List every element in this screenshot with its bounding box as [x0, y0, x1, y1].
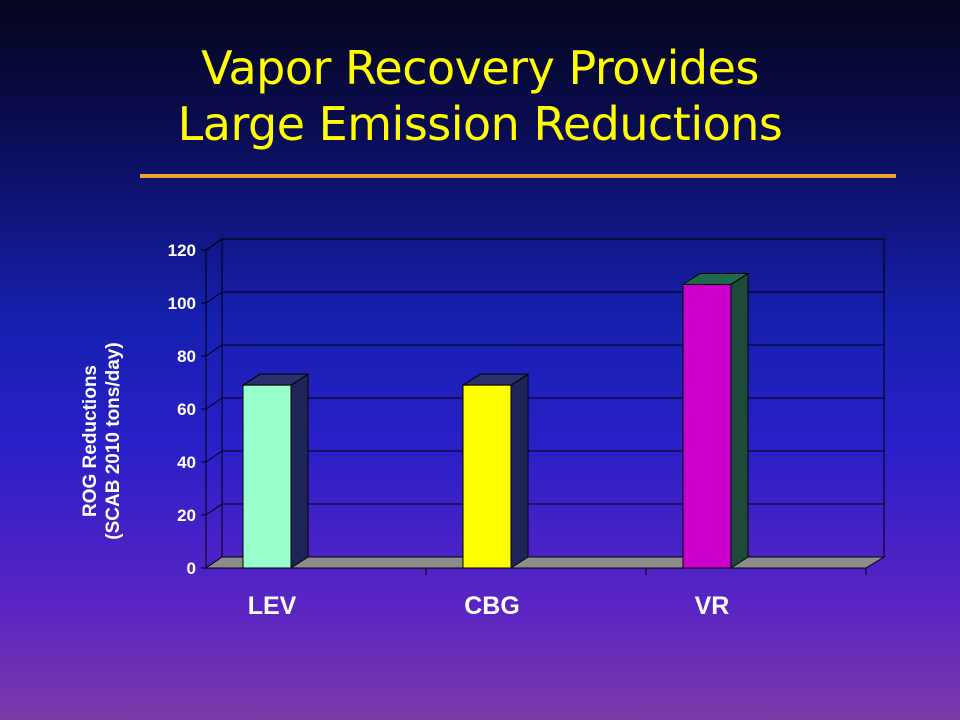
- y-axis-title-line-2: (SCAB 2010 tons/day): [103, 342, 124, 540]
- bar-cbg: [462, 384, 512, 569]
- y-tick-label: 40: [177, 453, 196, 472]
- x-category-label-lev: LEV: [248, 592, 297, 620]
- y-tick-label: 80: [177, 347, 196, 366]
- gridline-side: [205, 344, 223, 357]
- x-category-label-vr: VR: [695, 592, 730, 620]
- title-line-2: Large Emission Reductions: [177, 97, 783, 151]
- y-tick-label: 120: [168, 241, 196, 260]
- bar-side-vr: [730, 272, 749, 569]
- y-tick-label: 100: [168, 294, 196, 313]
- bar-vr: [682, 283, 732, 569]
- bar-side-lev: [290, 373, 309, 569]
- gridline-side: [205, 450, 223, 463]
- title-underline: [140, 174, 896, 178]
- y-tick-label: 0: [187, 559, 196, 578]
- x-category-label-cbg: CBG: [464, 592, 520, 620]
- bar-side-cbg: [510, 373, 529, 569]
- gridline-side: [205, 397, 223, 410]
- title-line-1: Vapor Recovery Provides: [201, 41, 759, 95]
- gridline-side: [205, 291, 223, 304]
- gridline-side: [205, 238, 223, 251]
- plot-floor: [204, 556, 886, 569]
- y-tick-label: 60: [177, 400, 196, 419]
- y-axis-title: ROG Reductions (SCAB 2010 tons/day): [79, 281, 125, 601]
- slide-title: Vapor Recovery Provides Large Emission R…: [0, 40, 960, 152]
- y-axis-title-line-1: ROG Reductions: [80, 365, 101, 518]
- gridline-side: [205, 503, 223, 516]
- bar-lev: [242, 384, 292, 569]
- y-tick-label: 20: [177, 506, 196, 525]
